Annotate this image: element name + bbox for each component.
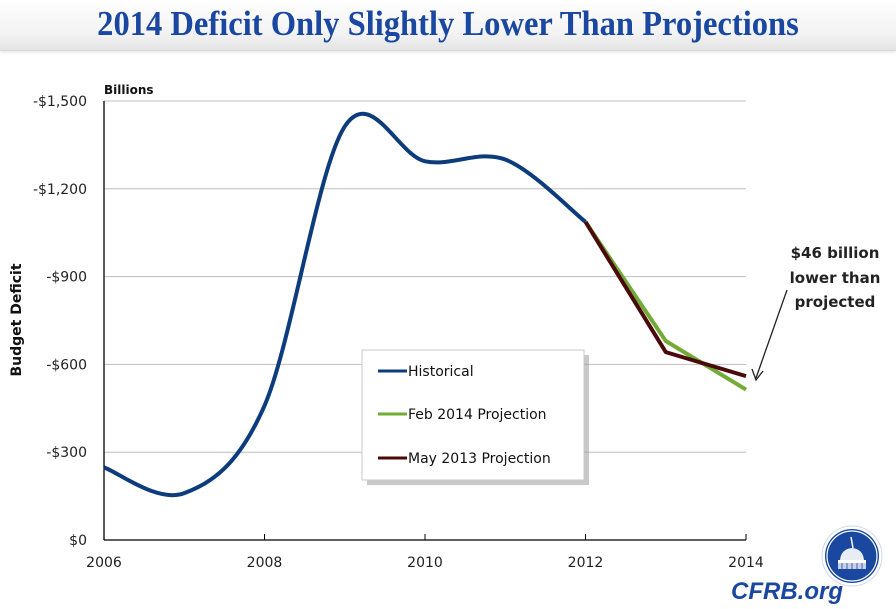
annotation: $46 billion lower than projected bbox=[751, 244, 881, 382]
annotation-arrow-shaft bbox=[755, 289, 788, 379]
y-tick-labels: $0 -$300 -$600 -$900 -$1,200 -$1,500 bbox=[33, 94, 87, 549]
legend-label-historical: Historical bbox=[408, 364, 474, 380]
units-label: Billions bbox=[104, 83, 154, 97]
annotation-line-1: $46 billion bbox=[791, 244, 880, 262]
legend: Historical Feb 2014 Projection May 2013 … bbox=[361, 349, 589, 485]
y-tick-label: -$1,200 bbox=[33, 182, 87, 198]
x-tick-label: 2010 bbox=[407, 555, 443, 571]
x-tick-label: 2006 bbox=[86, 555, 122, 571]
brand-link[interactable]: CFRB.org bbox=[731, 578, 843, 605]
chart-title: 2014 Deficit Only Slightly Lower Than Pr… bbox=[97, 4, 799, 43]
x-tick-labels: 2006 2008 2010 2012 2014 bbox=[86, 555, 764, 571]
y-tick-label: -$600 bbox=[46, 357, 87, 373]
y-tick-label: -$900 bbox=[46, 270, 87, 286]
annotation-line-2: lower than bbox=[790, 269, 881, 287]
y-tick-label: -$300 bbox=[46, 445, 87, 461]
x-tick-label: 2008 bbox=[247, 555, 283, 571]
annotation-line-3: projected bbox=[795, 293, 876, 311]
x-tick-label: 2014 bbox=[728, 555, 764, 571]
y-tick-label: $0 bbox=[69, 533, 87, 549]
x-tick-label: 2012 bbox=[568, 555, 604, 571]
axes bbox=[103, 101, 747, 541]
annotation-arrow-head bbox=[751, 368, 764, 382]
title-bar: 2014 Deficit Only Slightly Lower Than Pr… bbox=[0, 0, 896, 51]
series-line-may2013 bbox=[583, 220, 747, 379]
y-axis-label: Budget Deficit bbox=[9, 263, 25, 376]
series-lines bbox=[103, 111, 748, 498]
series-line-historical bbox=[103, 111, 587, 498]
legend-label-may2013: May 2013 Projection bbox=[408, 451, 551, 467]
capitol-dome-icon bbox=[821, 525, 883, 587]
legend-label-feb2014: Feb 2014 Projection bbox=[408, 407, 547, 423]
y-tick-label: -$1,500 bbox=[33, 94, 87, 110]
